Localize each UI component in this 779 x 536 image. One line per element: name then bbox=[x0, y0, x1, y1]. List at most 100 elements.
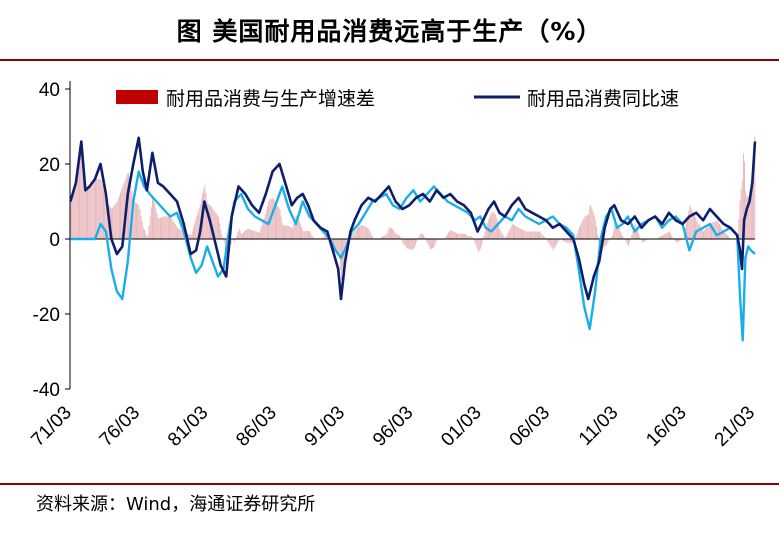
diff-bar bbox=[309, 231, 311, 239]
diff-bar bbox=[581, 222, 583, 239]
diff-bar bbox=[739, 200, 741, 239]
diff-bar bbox=[254, 230, 256, 239]
diff-bar bbox=[136, 203, 137, 239]
x-tick-label: 11/03 bbox=[575, 402, 622, 449]
diff-bar bbox=[156, 212, 158, 239]
diff-bar bbox=[396, 234, 398, 239]
diff-bar bbox=[542, 235, 544, 239]
diff-bar bbox=[386, 233, 388, 239]
diff-bar bbox=[547, 239, 549, 241]
diff-bar bbox=[584, 216, 586, 239]
diff-bar bbox=[395, 233, 397, 239]
diff-bar bbox=[354, 230, 356, 239]
diff-bar bbox=[641, 239, 643, 243]
diff-bar bbox=[297, 218, 299, 239]
diff-bar bbox=[169, 216, 170, 239]
diff-bar bbox=[426, 239, 428, 243]
diff-bar bbox=[719, 224, 720, 239]
diff-bar bbox=[460, 233, 462, 239]
diff-bar bbox=[497, 221, 498, 239]
diff-bar bbox=[705, 228, 707, 239]
diff-bar bbox=[420, 233, 422, 239]
legend-swatch-bar bbox=[116, 90, 158, 104]
diff-bar bbox=[260, 229, 262, 239]
diff-bar bbox=[113, 206, 115, 239]
diff-bar bbox=[91, 183, 93, 239]
diff-bar bbox=[635, 227, 637, 239]
diff-bar bbox=[180, 229, 182, 239]
diff-bar bbox=[371, 236, 373, 239]
diff-bar bbox=[76, 175, 78, 239]
diff-bar bbox=[361, 224, 363, 239]
x-tick-label: 91/03 bbox=[301, 402, 349, 450]
top-rule bbox=[0, 59, 779, 61]
diff-bar bbox=[97, 179, 99, 239]
diff-bar bbox=[499, 228, 501, 239]
diff-bar bbox=[286, 225, 288, 239]
diff-bar bbox=[646, 239, 648, 241]
diff-bar bbox=[514, 225, 515, 239]
diff-bar bbox=[741, 180, 743, 239]
diff-bar bbox=[281, 223, 283, 239]
diff-bar bbox=[708, 225, 710, 239]
diff-bar bbox=[306, 230, 308, 239]
source-note: 资料来源：Wind，海通证券研究所 bbox=[36, 494, 316, 515]
diff-bar bbox=[586, 215, 588, 239]
diff-bar bbox=[99, 179, 101, 239]
diff-bar bbox=[617, 224, 619, 239]
diff-bar bbox=[484, 231, 486, 239]
diff-bar bbox=[516, 226, 518, 239]
diff-bar bbox=[122, 186, 124, 239]
diff-bar bbox=[413, 239, 415, 249]
diff-bar bbox=[394, 231, 396, 239]
diff-bar bbox=[501, 232, 503, 239]
diff-bar bbox=[249, 229, 251, 239]
diff-bar bbox=[164, 216, 166, 239]
diff-bar bbox=[608, 239, 610, 241]
diff-bar bbox=[495, 217, 497, 239]
diff-bar bbox=[264, 214, 266, 239]
diff-bar bbox=[711, 223, 712, 239]
diff-bar bbox=[302, 230, 304, 239]
diff-bar bbox=[219, 223, 221, 239]
diff-bar bbox=[489, 217, 490, 239]
x-tick-label: 86/03 bbox=[232, 402, 280, 450]
diff-bar bbox=[679, 239, 681, 241]
diff-bar bbox=[311, 234, 313, 239]
diff-bar bbox=[748, 195, 750, 239]
diff-bar bbox=[356, 228, 358, 239]
diff-bar bbox=[690, 207, 692, 239]
diff-bar bbox=[498, 225, 500, 239]
x-tick-label: 16/03 bbox=[642, 402, 690, 450]
diff-bar bbox=[612, 235, 613, 239]
x-tick-label: 81/03 bbox=[164, 402, 212, 450]
diff-bar bbox=[517, 227, 519, 239]
diff-bar bbox=[468, 236, 470, 239]
diff-bar bbox=[248, 228, 250, 239]
diff-bar bbox=[380, 237, 382, 239]
diff-bar bbox=[613, 230, 615, 239]
diff-bar bbox=[128, 173, 129, 239]
diff-bar bbox=[580, 224, 582, 239]
diff-bar bbox=[403, 239, 405, 245]
diff-bar bbox=[280, 216, 282, 239]
diff-bar bbox=[500, 230, 502, 239]
diff-bar bbox=[303, 231, 305, 239]
diff-bar bbox=[591, 208, 593, 239]
diff-bar bbox=[519, 228, 521, 239]
diff-bar bbox=[205, 192, 207, 239]
diff-bar bbox=[534, 231, 536, 239]
diff-bar bbox=[247, 228, 249, 239]
diff-bar bbox=[596, 226, 597, 239]
diff-bar bbox=[699, 225, 701, 239]
diff-bar bbox=[512, 224, 514, 239]
diff-bar bbox=[204, 184, 206, 239]
diff-bar bbox=[262, 221, 264, 239]
diff-bar bbox=[255, 231, 257, 239]
diff-bar bbox=[214, 211, 216, 239]
diff-bar bbox=[503, 237, 505, 239]
diff-bar bbox=[687, 216, 689, 239]
diff-bar bbox=[483, 236, 485, 239]
diff-bar bbox=[333, 239, 334, 245]
